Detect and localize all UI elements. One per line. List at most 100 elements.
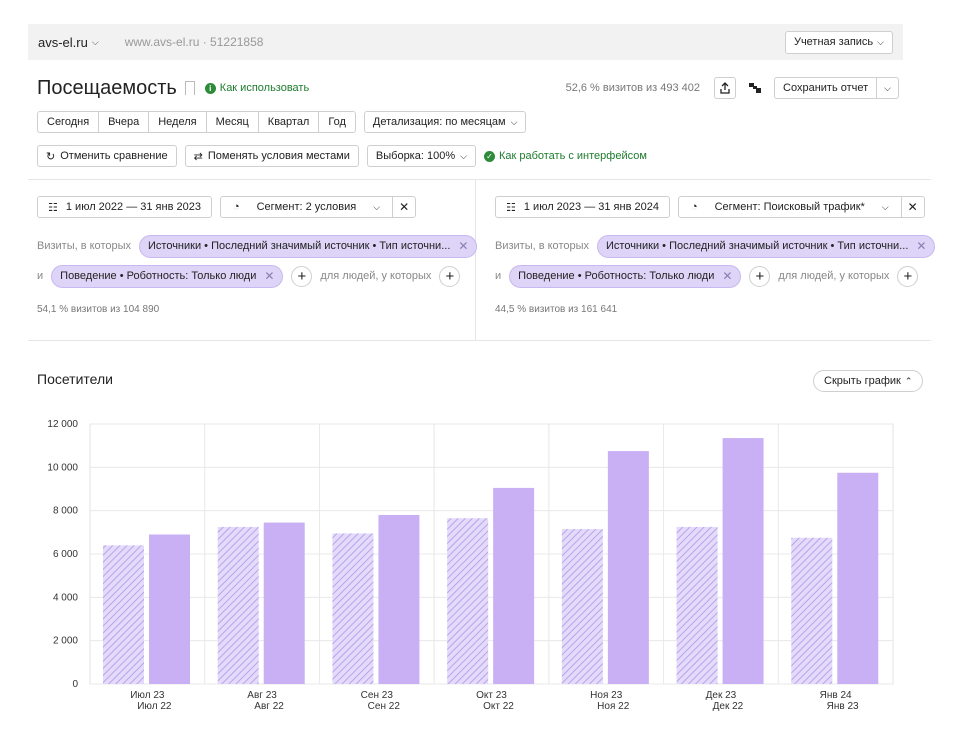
bookmark-icon[interactable]	[184, 81, 195, 95]
and-label: и	[495, 270, 502, 282]
chart-labels: 0 2 000 4 000 6 000 8 000 10 000 12 000 Июл 23И…	[47, 419, 859, 712]
chart-grid	[89, 423, 894, 685]
howto-link-text: Как использовать	[219, 82, 310, 94]
chevron-down-icon: ⌵	[460, 150, 467, 161]
period-month[interactable]: Месяц	[207, 112, 259, 132]
chevron-up-icon: ⌃	[904, 375, 913, 386]
condition-chip[interactable]: Источники • Последний значимый источник …	[139, 234, 478, 258]
interface-help-link[interactable]: ✓ Как работать с интерфейсом	[483, 150, 647, 162]
y-tick-label: 4 000	[53, 592, 78, 603]
x-tick-label-compare: Ноя 22	[597, 701, 630, 712]
bar-current[interactable]	[493, 487, 535, 684]
bar-current[interactable]	[837, 472, 879, 684]
export-icon	[749, 83, 762, 93]
y-tick-label: 8 000	[53, 506, 78, 517]
period-quarter[interactable]: Квартал	[259, 112, 320, 132]
chevron-down-icon: ⌵	[510, 116, 518, 127]
chart-title: Посетители	[37, 371, 113, 387]
swap-conditions-label: Поменять условия местами	[207, 150, 350, 162]
y-tick-label: 0	[72, 679, 78, 690]
top-bar: avs-el.ru ⌵ www.avs-el.ru · 51221858 Уче…	[28, 24, 903, 60]
period-today[interactable]: Сегодня	[38, 112, 100, 132]
sample-label: Выборка: 100%	[375, 150, 456, 162]
bar-current[interactable]	[607, 451, 649, 684]
cancel-compare-button[interactable]: ↻ Отменить сравнение	[37, 145, 177, 167]
calendar-icon: ☷	[48, 201, 58, 214]
x-tick-label-compare: Июл 22	[137, 701, 172, 712]
pie-icon: ◔	[690, 201, 698, 213]
x-tick-label: Ноя 23	[590, 690, 623, 701]
date-range-label: 1 июл 2023 — 31 янв 2024	[523, 201, 659, 213]
bar-current[interactable]	[149, 534, 190, 685]
bar-compare[interactable]	[447, 518, 489, 684]
segment-selector[interactable]: ◔ Сегмент: 2 условия ⌵ ✕	[219, 196, 417, 218]
condition-chip[interactable]: Поведение • Роботность: Только люди ✕	[51, 264, 284, 288]
condition-chip[interactable]: Источники • Последний значимый источник …	[597, 234, 936, 258]
and-label: и	[37, 270, 44, 282]
bar-current[interactable]	[722, 438, 764, 684]
close-icon[interactable]: ✕	[392, 197, 415, 217]
export-button[interactable]	[744, 77, 767, 99]
bar-compare[interactable]	[217, 526, 259, 684]
x-tick-label: Июл 23	[130, 690, 165, 701]
x-tick-label-compare: Окт 22	[483, 701, 514, 712]
interface-help-text: Как работать с интерфейсом	[498, 150, 647, 162]
bar-compare[interactable]	[676, 526, 718, 684]
date-range-button[interactable]: ☷ 1 июл 2022 — 31 янв 2023	[37, 196, 212, 218]
period-year[interactable]: Год	[328, 116, 346, 128]
close-icon[interactable]: ✕	[916, 239, 927, 253]
chip-label: Поведение • Роботность: Только люди	[60, 270, 257, 282]
close-icon[interactable]: ✕	[900, 197, 924, 217]
add-people-condition-button[interactable]: +	[439, 265, 461, 287]
date-range-button[interactable]: ☷ 1 июл 2023 — 31 янв 2024	[495, 196, 670, 218]
bar-compare[interactable]	[561, 529, 603, 684]
chevron-down-icon: ⌵	[91, 36, 99, 47]
detail-dropdown[interactable]: Детализация: по месяцам ⌵	[363, 111, 527, 133]
bar-compare[interactable]	[103, 545, 144, 684]
x-tick-label: Сен 23	[361, 690, 394, 701]
share-button[interactable]	[714, 77, 737, 99]
account-label: Учетная запись	[793, 36, 874, 48]
segment-selector[interactable]: ◔ Сегмент: Поисковый трафик* ⌵ ✕	[677, 196, 925, 218]
period-week[interactable]: Неделя	[149, 112, 207, 132]
add-condition-button[interactable]: +	[291, 265, 313, 287]
segment-label: Сегмент: Поисковый трафик*	[714, 201, 865, 213]
howto-link[interactable]: i Как использовать	[204, 82, 310, 94]
bar-compare[interactable]	[791, 537, 833, 684]
save-report-button[interactable]: Сохранить отчет ⌵	[774, 77, 899, 99]
divider	[28, 179, 931, 180]
hide-chart-label: Скрыть график	[824, 375, 901, 387]
period-group: Сегодня Вчера Неделя Месяц Квартал Год	[37, 111, 356, 133]
chart-bars	[103, 438, 879, 685]
counter-url-text: www.avs-el.ru	[124, 35, 200, 49]
date-range-label: 1 июл 2022 — 31 янв 2023	[65, 201, 201, 213]
close-icon[interactable]: ✕	[458, 239, 469, 253]
bar-current[interactable]	[263, 522, 305, 684]
hide-chart-button[interactable]: Скрыть график ⌃	[813, 370, 924, 392]
close-icon[interactable]: ✕	[722, 269, 733, 283]
condition-chip[interactable]: Поведение • Роботность: Только люди ✕	[509, 264, 742, 288]
segment-panel-2: ☷ 1 июл 2023 — 31 янв 2024 ◔ Сегмент: Пои…	[495, 196, 936, 315]
chevron-down-icon[interactable]: ⌵	[876, 78, 898, 98]
site-selector[interactable]: avs-el.ru ⌵	[38, 35, 99, 50]
period-toolbar: Сегодня Вчера Неделя Месяц Квартал Год Д…	[37, 111, 527, 133]
x-tick-label: Авг 23	[247, 690, 277, 701]
bar-compare[interactable]	[332, 533, 374, 684]
add-condition-button[interactable]: +	[749, 265, 771, 287]
x-tick-label-compare: Сен 22	[368, 701, 401, 712]
account-button[interactable]: Учетная запись ⌵	[784, 30, 893, 54]
add-people-condition-button[interactable]: +	[897, 265, 919, 287]
chip-label: Источники • Последний значимый источник …	[148, 240, 451, 252]
swap-conditions-button[interactable]: ⇄ Поменять условия местами	[184, 145, 359, 167]
people-label: для людей, у которых	[778, 270, 890, 282]
chip-label: Источники • Последний значимый источник …	[606, 240, 909, 252]
segment-panel-1: ☷ 1 июл 2022 — 31 янв 2023 ◔ Сегмент: 2 у…	[37, 196, 478, 315]
bar-current[interactable]	[378, 515, 420, 684]
close-icon[interactable]: ✕	[264, 269, 275, 283]
save-report-label: Сохранить отчет	[783, 82, 869, 94]
chip-label: Поведение • Роботность: Только люди	[518, 270, 715, 282]
sample-dropdown[interactable]: Выборка: 100% ⌵	[366, 145, 476, 167]
chevron-down-icon: ⌵	[373, 201, 381, 212]
x-tick-label-compare: Янв 23	[827, 701, 859, 712]
period-yesterday[interactable]: Вчера	[99, 112, 150, 132]
